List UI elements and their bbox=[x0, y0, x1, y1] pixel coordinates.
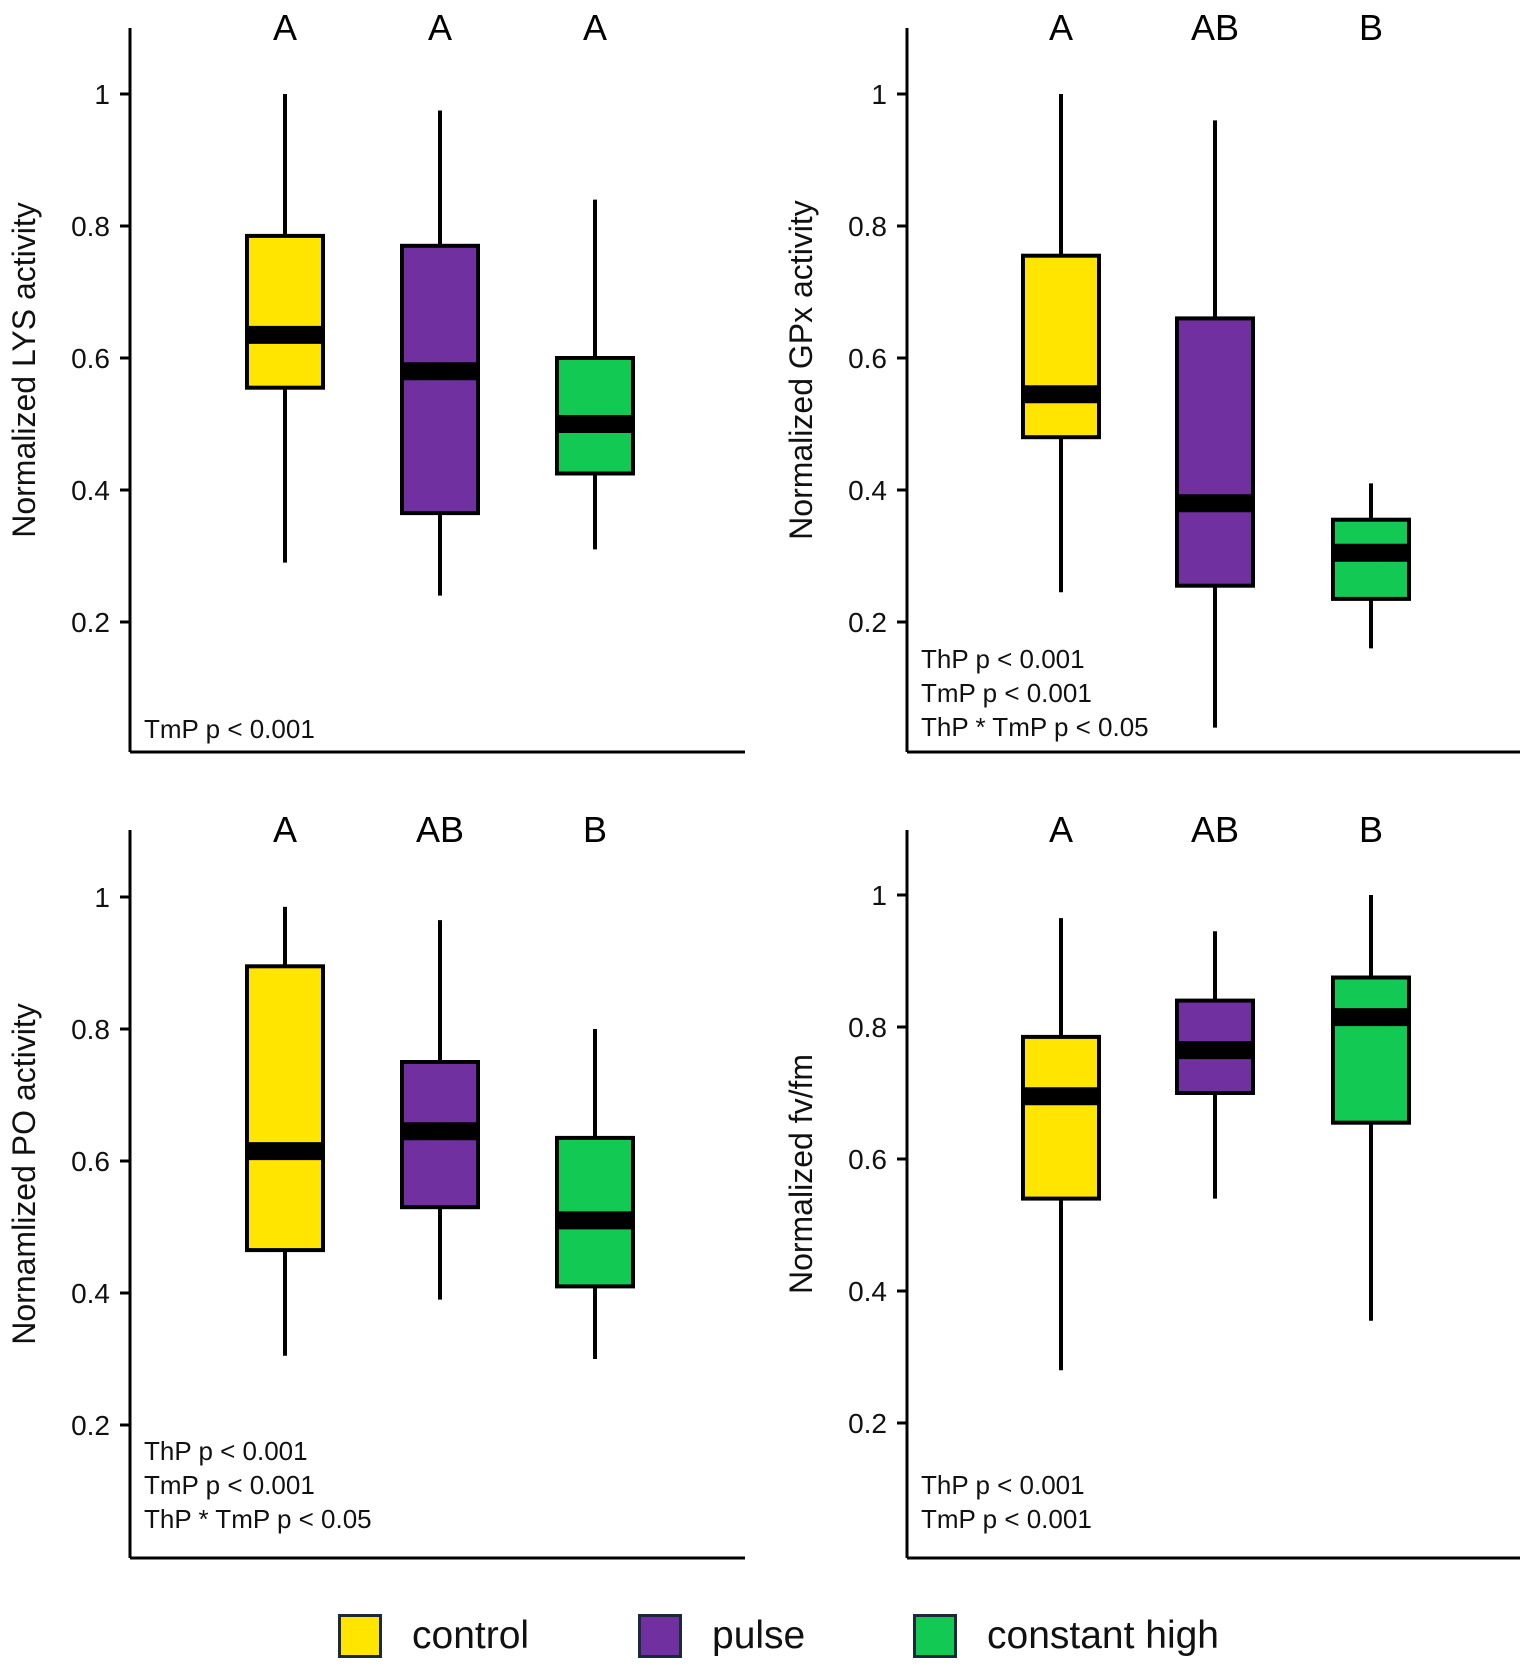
legend-item-control: control bbox=[338, 1610, 529, 1662]
panel-2-group-letter-control: A bbox=[1049, 7, 1073, 48]
panel-2-ytick-label-0.6: 0.6 bbox=[848, 343, 887, 374]
panel-3-ylabel: Nornamlized PO activity bbox=[6, 1003, 42, 1344]
panel-1-ytick-label-1: 1 bbox=[94, 79, 110, 110]
panel-4-group-letter-control: A bbox=[1049, 809, 1073, 850]
panel-4-ytick-label-0.4: 0.4 bbox=[848, 1276, 887, 1307]
legend-label-pulse: pulse bbox=[712, 1614, 806, 1657]
panel-3-group-letter-pulse: AB bbox=[416, 809, 464, 850]
panel-3-ytick-label-0.8: 0.8 bbox=[71, 1014, 110, 1045]
panel-1-group-letter-control: A bbox=[273, 7, 297, 48]
panel-2-box-control bbox=[1021, 253, 1101, 440]
panel-1-group-letter-pulse: A bbox=[428, 7, 452, 48]
panel-3-ytick-label-0.4: 0.4 bbox=[71, 1278, 110, 1309]
panel-4-ytick-label-1: 1 bbox=[871, 880, 887, 911]
panel-2-ytick-label-1: 1 bbox=[871, 79, 887, 110]
panel-2-stat-1: ThP p < 0.001 bbox=[921, 644, 1085, 674]
legend-swatch-pulse bbox=[638, 1614, 682, 1658]
panel-2-box-pulse bbox=[1175, 316, 1255, 588]
panel-4-ytick-label-0.6: 0.6 bbox=[848, 1144, 887, 1175]
panel-4-stat-1: ThP p < 0.001 bbox=[921, 1470, 1085, 1500]
legend-label-constant-high: constant high bbox=[987, 1614, 1220, 1657]
panel-2-stat-3: ThP * TmP p < 0.05 bbox=[921, 712, 1149, 742]
panel-4-ytick-label-0.2: 0.2 bbox=[848, 1408, 887, 1439]
panel-3-ytick-label-1: 1 bbox=[94, 882, 110, 913]
legend-swatch-constant-high bbox=[913, 1614, 957, 1658]
panel-4-ytick-label-0.8: 0.8 bbox=[848, 1012, 887, 1043]
panel-2-ylabel: Normalized GPx activity bbox=[783, 200, 819, 540]
panel-3-group-letter-constant-high: B bbox=[583, 809, 607, 850]
legend-swatch-control bbox=[338, 1614, 382, 1658]
panel-4-box-constant-high bbox=[1331, 975, 1411, 1125]
legend: control pulse constant high bbox=[0, 1610, 1535, 1666]
panel-1-ytick-label-0.8: 0.8 bbox=[71, 211, 110, 242]
panel-2-ytick-label-0.8: 0.8 bbox=[848, 211, 887, 242]
charts-svg: 0.2 0.4 0.6 0.8 1 Normalized LYS activity A A A T… bbox=[6, 7, 1520, 1560]
panel-3-ytick-label-0.2: 0.2 bbox=[71, 1410, 110, 1441]
legend-item-pulse: pulse bbox=[638, 1610, 805, 1662]
legend-label-control: control bbox=[412, 1614, 530, 1657]
legend-item-constant-high: constant high bbox=[913, 1610, 1219, 1662]
panel-2-ytick-label-0.2: 0.2 bbox=[848, 607, 887, 638]
panel-2-group-letter-pulse: AB bbox=[1191, 7, 1239, 48]
panel-4-box-control bbox=[1021, 1034, 1101, 1201]
panel-3-box-control bbox=[245, 964, 325, 1253]
panel-2-group-letter-constant-high: B bbox=[1359, 7, 1383, 48]
panel-3-group-letter-control: A bbox=[273, 809, 297, 850]
panel-1-stat-1: TmP p < 0.001 bbox=[144, 714, 315, 744]
panel-4-group-letter-pulse: AB bbox=[1191, 809, 1239, 850]
panel-2-stat-2: TmP p < 0.001 bbox=[921, 678, 1092, 708]
panel-1-ytick-label-0.4: 0.4 bbox=[71, 475, 110, 506]
panel-3-ytick-label-0.6: 0.6 bbox=[71, 1146, 110, 1177]
panel-1-ytick-label-0.6: 0.6 bbox=[71, 343, 110, 374]
panel-3-stat-2: TmP p < 0.001 bbox=[144, 1470, 315, 1500]
panel-3-stat-3: ThP * TmP p < 0.05 bbox=[144, 1504, 372, 1534]
panel-1-group-letter-constant-high: A bbox=[583, 7, 607, 48]
panel-1-ytick-label-0.2: 0.2 bbox=[71, 607, 110, 638]
panel-2-ytick-label-0.4: 0.4 bbox=[848, 475, 887, 506]
panel-1-ylabel: Normalized LYS activity bbox=[6, 202, 42, 538]
panel-4-stat-2: TmP p < 0.001 bbox=[921, 1504, 1092, 1534]
panel-3-stat-1: ThP p < 0.001 bbox=[144, 1436, 308, 1466]
panel-4-ylabel: Normalized fv/fm bbox=[783, 1054, 819, 1294]
panel-1-box-control bbox=[245, 233, 325, 390]
panel-4-group-letter-constant-high: B bbox=[1359, 809, 1383, 850]
